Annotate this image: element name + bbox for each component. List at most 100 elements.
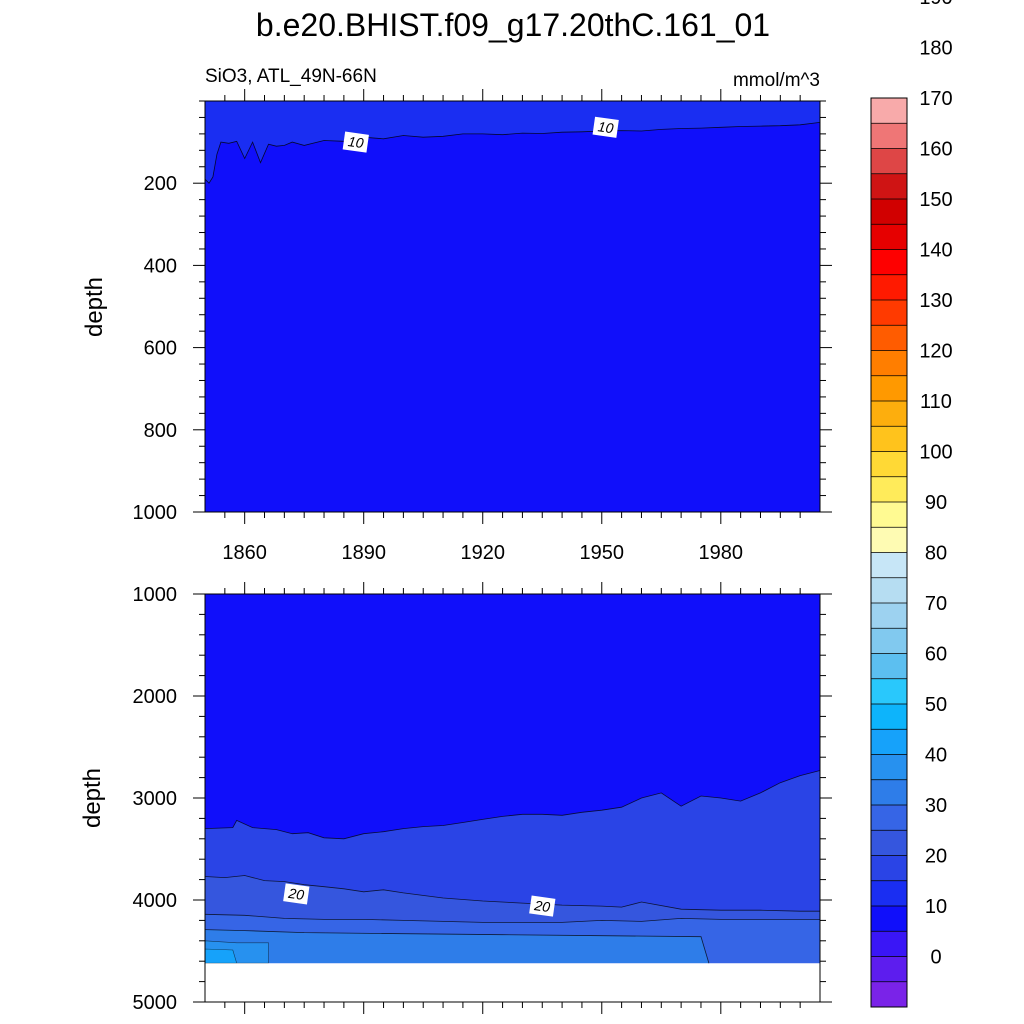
- colorbar-label: 190: [919, 0, 952, 9]
- colorbar-swatch: [871, 981, 907, 1007]
- colorbar-swatch: [871, 678, 907, 704]
- colorbar-swatch: [871, 401, 907, 427]
- colorbar-swatch: [871, 704, 907, 730]
- contour-label-background: [342, 131, 369, 153]
- colorbar-swatch: [871, 603, 907, 629]
- colorbar-label: 140: [919, 240, 952, 262]
- colorbar-label: 20: [925, 846, 947, 868]
- lower-panel-axes: 1000 2000 3000 4000 5000: [133, 582, 832, 1014]
- y-tick-label: 1000: [133, 502, 178, 524]
- colorbar-swatch: [871, 830, 907, 856]
- colorbar-swatch: [871, 931, 907, 957]
- chart-title: b.e20.BHIST.f09_g17.20thC.161_01: [256, 7, 770, 43]
- contour-label-text: 20: [532, 897, 551, 915]
- colorbar-swatch: [871, 502, 907, 528]
- x-tick-label: 1890: [341, 542, 386, 564]
- colorbar-label: 160: [919, 139, 952, 161]
- colorbar-label: 10: [925, 896, 947, 918]
- colorbar-swatch: [871, 577, 907, 603]
- upper-panel-contours: [204, 122, 821, 184]
- contour-label: 20: [283, 883, 310, 905]
- colorbar-swatch: [871, 98, 907, 124]
- y-tick-label: 400: [144, 255, 177, 277]
- units-label: mmol/m^3: [733, 70, 820, 91]
- upper-panel: 10 10 200 400 600 800 1000 1860 1890 1920 1950 198…: [81, 89, 832, 564]
- plot-frame: [204, 100, 821, 513]
- y-tick-label: 200: [144, 173, 177, 195]
- y-tick-label: 5000: [133, 992, 178, 1014]
- colorbar-label: 180: [919, 38, 952, 60]
- upper-y-axis-title: depth: [81, 277, 108, 337]
- contour-label-text: 10: [597, 118, 615, 136]
- contour-line-10: [204, 122, 821, 184]
- colorbar-swatch: [871, 173, 907, 199]
- contour-label: 20: [529, 895, 556, 917]
- x-tick-label: 1950: [580, 542, 625, 564]
- contour-label-text: 10: [347, 133, 365, 151]
- contour-label-text: 20: [286, 885, 305, 903]
- colorbar-swatch: [871, 249, 907, 275]
- colorbar-swatch: [871, 653, 907, 679]
- colorbar-swatch: [871, 956, 907, 982]
- x-tick-label: 1860: [222, 542, 267, 564]
- upper-panel-contour-labels: 10 10: [342, 116, 619, 153]
- colorbar-swatch: [871, 880, 907, 906]
- x-tick-label: 1920: [460, 542, 505, 564]
- colorbar-label: 70: [925, 593, 947, 615]
- colorbar-swatch: [871, 779, 907, 805]
- lower-panel-fill: [204, 594, 820, 1002]
- colorbar-swatch: [871, 224, 907, 250]
- colorbar-swatch: [871, 729, 907, 755]
- colorbar: 0 10 20 30 40 50 60 70 80 90 100 110 120 130 140 150 160…: [870, 0, 953, 1008]
- y-tick-label: 4000: [133, 890, 178, 912]
- colorbar-swatch: [871, 426, 907, 452]
- colorbar-label: 50: [925, 694, 947, 716]
- fill-patch-level-40: [204, 948, 238, 964]
- colorbar-swatch: [871, 300, 907, 326]
- contour-label-background: [592, 116, 619, 138]
- colorbar-swatch: [871, 451, 907, 477]
- colorbar-swatch: [871, 805, 907, 831]
- colorbar-swatch: [871, 527, 907, 553]
- colorbar-swatch: [871, 754, 907, 780]
- colorbar-swatch: [871, 552, 907, 578]
- colorbar-label: 120: [919, 341, 952, 363]
- colorbar-label: 170: [919, 88, 952, 110]
- y-tick-label: 1000: [133, 584, 178, 606]
- fill-level-5-10: [205, 101, 820, 512]
- colorbar-swatch: [871, 476, 907, 502]
- contour-label: 10: [342, 131, 369, 153]
- colorbar-swatch: [871, 350, 907, 376]
- variable-region-label: SiO3, ATL_49N-66N: [205, 66, 377, 87]
- colorbar-swatch: [871, 274, 907, 300]
- colorbar-swatch: [871, 199, 907, 225]
- fill-level-10-20: [205, 101, 820, 184]
- colorbar-label: 110: [920, 391, 952, 413]
- colorbar-swatch: [871, 906, 907, 932]
- colorbar-label: 90: [925, 492, 947, 514]
- colorbar-label: 130: [919, 290, 952, 312]
- lower-panel-contours: [204, 770, 821, 964]
- y-tick-label: 3000: [133, 788, 178, 810]
- y-tick-label: 800: [144, 420, 177, 442]
- contour-label-background: [283, 883, 310, 905]
- colorbar-label: 0: [930, 947, 941, 969]
- colorbar-label: 60: [925, 644, 947, 666]
- contour-label: 10: [592, 116, 619, 138]
- contour-line-20: [204, 875, 820, 912]
- contour-label-background: [529, 895, 556, 917]
- contour-line-25: [204, 913, 820, 923]
- colorbar-frame: [870, 97, 908, 1008]
- colorbar-label: 30: [925, 795, 947, 817]
- colorbar-label: 40: [925, 745, 947, 767]
- colorbar-swatch: [871, 628, 907, 654]
- contour-line-15: [204, 770, 821, 840]
- colorbar-swatch: [871, 855, 907, 881]
- colorbar-label: 100: [919, 442, 952, 464]
- lower-y-axis-title: depth: [79, 768, 106, 828]
- y-tick-label: 2000: [133, 686, 178, 708]
- colorbar-swatch: [871, 375, 907, 401]
- contour-line-30: [204, 929, 710, 964]
